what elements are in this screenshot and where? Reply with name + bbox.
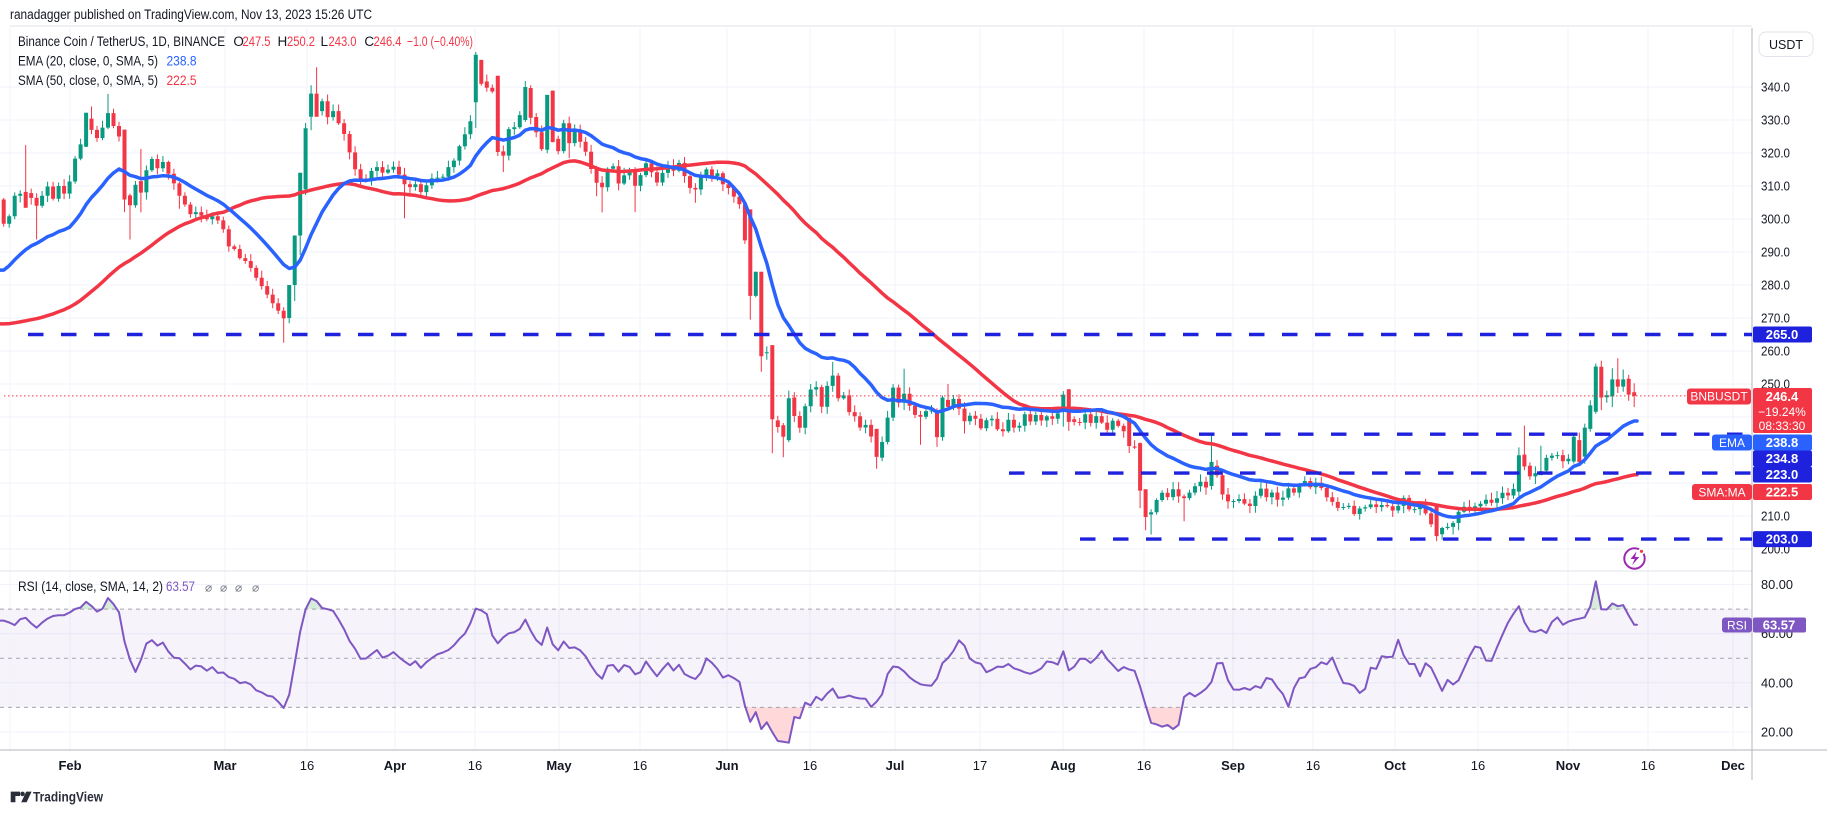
svg-text:63.57: 63.57 — [1763, 618, 1796, 633]
svg-text:16: 16 — [1471, 758, 1485, 773]
svg-text:246.4: 246.4 — [374, 34, 402, 49]
svg-text:SMA:MA: SMA:MA — [1698, 486, 1745, 500]
svg-text:320.0: 320.0 — [1761, 146, 1790, 161]
svg-text:247.5: 247.5 — [243, 34, 271, 49]
svg-text:Binance Coin / TetherUS, 1D, B: Binance Coin / TetherUS, 1D, BINANCE — [18, 34, 225, 49]
svg-text:16: 16 — [633, 758, 647, 773]
svg-text:ranadagger published on Tradin: ranadagger published on TradingView.com,… — [10, 7, 372, 22]
svg-text:May: May — [546, 758, 572, 773]
svg-text:Nov: Nov — [1556, 758, 1581, 773]
svg-text:SMA (50, close, 0, SMA, 5): SMA (50, close, 0, SMA, 5) — [18, 73, 158, 88]
svg-text:Jul: Jul — [886, 758, 905, 773]
svg-text:290.0: 290.0 — [1761, 245, 1790, 260]
svg-text:Mar: Mar — [213, 758, 236, 773]
svg-text:16: 16 — [300, 758, 314, 773]
svg-text:⌀: ⌀ — [220, 581, 227, 595]
svg-text:⌀: ⌀ — [252, 581, 259, 595]
svg-text:16: 16 — [1306, 758, 1320, 773]
svg-text:16: 16 — [803, 758, 817, 773]
svg-text:C: C — [364, 34, 374, 49]
svg-text:238.8: 238.8 — [167, 54, 197, 69]
svg-text:L: L — [321, 34, 329, 49]
svg-text:330.0: 330.0 — [1761, 113, 1790, 128]
svg-text:17: 17 — [973, 758, 987, 773]
svg-text:340.0: 340.0 — [1761, 80, 1790, 95]
svg-text:16: 16 — [1641, 758, 1655, 773]
svg-text:16: 16 — [468, 758, 482, 773]
svg-text:Apr: Apr — [384, 758, 406, 773]
svg-text:203.0: 203.0 — [1766, 532, 1799, 547]
svg-text:250.0: 250.0 — [1761, 377, 1790, 392]
svg-text:250.2: 250.2 — [287, 34, 315, 49]
svg-text:40.00: 40.00 — [1761, 675, 1793, 690]
svg-text:⌀: ⌀ — [205, 581, 212, 595]
svg-text:Dec: Dec — [1721, 758, 1745, 773]
svg-text:H: H — [278, 34, 288, 49]
svg-text:TradingView: TradingView — [33, 789, 103, 805]
svg-text:222.5: 222.5 — [1766, 485, 1799, 500]
svg-text:222.5: 222.5 — [167, 73, 197, 88]
svg-text:−1.0 (−0.40%): −1.0 (−0.40%) — [407, 34, 473, 49]
svg-text:−19.24%: −19.24% — [1758, 405, 1806, 419]
svg-text:300.0: 300.0 — [1761, 212, 1790, 227]
svg-text:BNBUSDT: BNBUSDT — [1690, 390, 1748, 404]
svg-text:Oct: Oct — [1384, 758, 1406, 773]
svg-text:238.8: 238.8 — [1766, 435, 1799, 450]
svg-text:O: O — [233, 34, 244, 49]
svg-text:⌀: ⌀ — [235, 581, 242, 595]
svg-text:223.0: 223.0 — [1766, 467, 1799, 482]
svg-text:Sep: Sep — [1221, 758, 1245, 773]
svg-text:Jun: Jun — [715, 758, 738, 773]
svg-text:EMA: EMA — [1719, 436, 1745, 450]
svg-text:USDT: USDT — [1769, 38, 1803, 52]
svg-text:16: 16 — [1137, 758, 1151, 773]
svg-text:310.0: 310.0 — [1761, 179, 1790, 194]
svg-text:RSI: RSI — [1727, 619, 1747, 633]
svg-text:EMA (20, close, 0, SMA, 5): EMA (20, close, 0, SMA, 5) — [18, 54, 158, 69]
svg-text:246.4: 246.4 — [1766, 389, 1799, 404]
svg-text:265.0: 265.0 — [1766, 327, 1799, 342]
svg-text:Aug: Aug — [1050, 758, 1075, 773]
svg-text:63.57: 63.57 — [166, 579, 195, 594]
svg-text:234.8: 234.8 — [1766, 451, 1799, 466]
svg-text:08:33:30: 08:33:30 — [1759, 419, 1806, 433]
svg-text:260.0: 260.0 — [1761, 344, 1790, 359]
svg-text:270.0: 270.0 — [1761, 311, 1790, 326]
svg-text:210.0: 210.0 — [1761, 509, 1790, 524]
svg-text:280.0: 280.0 — [1761, 278, 1790, 293]
svg-text:80.00: 80.00 — [1761, 577, 1793, 592]
svg-text:243.0: 243.0 — [329, 34, 357, 49]
svg-text:20.00: 20.00 — [1761, 725, 1793, 740]
svg-text:RSI (14, close, SMA, 14, 2): RSI (14, close, SMA, 14, 2) — [18, 579, 163, 594]
svg-text:Feb: Feb — [58, 758, 81, 773]
